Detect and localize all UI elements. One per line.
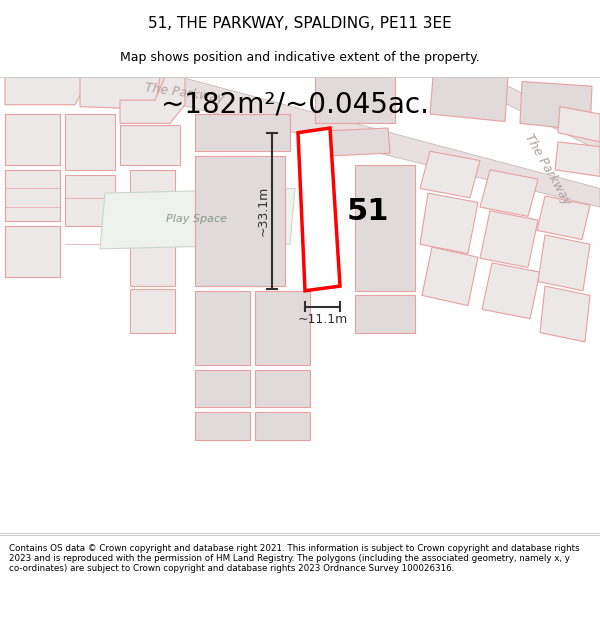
Polygon shape xyxy=(65,114,115,170)
Text: Play Space: Play Space xyxy=(167,214,227,224)
Polygon shape xyxy=(355,165,415,291)
Polygon shape xyxy=(328,128,390,156)
Text: ~11.1m: ~11.1m xyxy=(298,313,347,326)
Polygon shape xyxy=(5,226,60,277)
Polygon shape xyxy=(80,77,160,109)
Text: The Parkway: The Parkway xyxy=(523,132,574,208)
Polygon shape xyxy=(480,211,538,268)
Polygon shape xyxy=(298,128,340,291)
Polygon shape xyxy=(5,170,60,221)
Polygon shape xyxy=(420,151,480,198)
Text: 51, THE PARKWAY, SPALDING, PE11 3EE: 51, THE PARKWAY, SPALDING, PE11 3EE xyxy=(148,16,452,31)
Polygon shape xyxy=(538,235,590,291)
Polygon shape xyxy=(520,81,592,131)
Polygon shape xyxy=(315,77,395,123)
Polygon shape xyxy=(5,114,60,165)
Polygon shape xyxy=(540,286,590,342)
Polygon shape xyxy=(65,174,115,226)
Polygon shape xyxy=(480,170,538,216)
Text: ~182m²/~0.045ac.: ~182m²/~0.045ac. xyxy=(161,91,429,119)
Polygon shape xyxy=(195,370,250,407)
Polygon shape xyxy=(60,77,600,207)
Polygon shape xyxy=(255,291,310,365)
Polygon shape xyxy=(100,189,295,249)
Polygon shape xyxy=(195,156,285,286)
Text: ~33.1m: ~33.1m xyxy=(257,186,269,236)
Polygon shape xyxy=(130,170,175,226)
Polygon shape xyxy=(430,77,508,121)
Polygon shape xyxy=(355,296,415,333)
Polygon shape xyxy=(130,230,175,286)
Polygon shape xyxy=(255,412,310,439)
Text: 51: 51 xyxy=(347,198,389,226)
Polygon shape xyxy=(195,114,290,151)
Polygon shape xyxy=(5,77,90,105)
Polygon shape xyxy=(120,77,185,123)
Polygon shape xyxy=(422,247,478,306)
Text: Map shows position and indicative extent of the property.: Map shows position and indicative extent… xyxy=(120,51,480,64)
Text: Contains OS data © Crown copyright and database right 2021. This information is : Contains OS data © Crown copyright and d… xyxy=(9,544,580,573)
Polygon shape xyxy=(130,289,175,332)
Polygon shape xyxy=(558,107,600,142)
Polygon shape xyxy=(555,142,600,176)
Polygon shape xyxy=(482,263,540,319)
Polygon shape xyxy=(490,77,600,151)
Polygon shape xyxy=(120,125,180,165)
Polygon shape xyxy=(255,370,310,407)
Polygon shape xyxy=(195,291,250,365)
Text: The Parkway: The Parkway xyxy=(145,81,226,104)
Polygon shape xyxy=(195,412,250,439)
Polygon shape xyxy=(420,193,478,254)
Polygon shape xyxy=(537,196,590,239)
